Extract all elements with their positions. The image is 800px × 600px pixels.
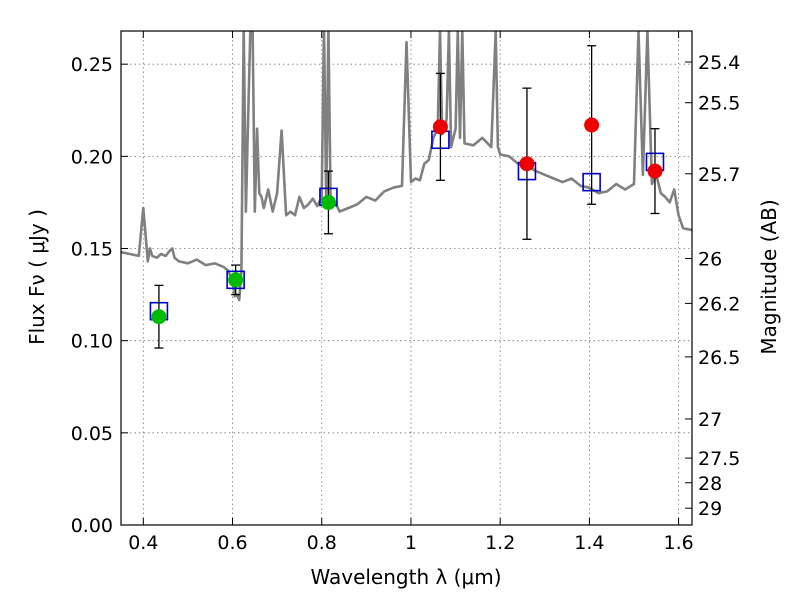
x-tick-label: 0.8	[307, 532, 337, 554]
x-axis: 0.4 0.6 0.8 1 1.2 1.4 1.6	[128, 31, 694, 554]
x-tick-label: 1.2	[485, 532, 515, 554]
observed-point-green	[228, 272, 244, 288]
y-tick-label: 0.10	[71, 331, 113, 353]
y2-tick-label: 26.5	[698, 347, 740, 369]
observed-point-red	[584, 117, 600, 133]
plot-area	[121, 31, 692, 349]
y-axis-label: Flux Fν ( μJy )	[25, 209, 49, 345]
y2-tick-label: 25.7	[698, 164, 740, 186]
x-tick-label: 1.6	[664, 532, 694, 554]
y2-tick-label: 26	[698, 249, 722, 271]
y2-tick-label: 28	[698, 473, 722, 495]
x-tick-label: 1.4	[574, 532, 604, 554]
y-axis: 0.00 0.05 0.10 0.15 0.20 0.25	[71, 54, 128, 537]
x-axis-label: Wavelength λ (μm)	[310, 565, 501, 589]
plot-frame	[120, 30, 693, 526]
x-tick-label: 0.6	[217, 532, 247, 554]
y2-tick-label: 25.5	[698, 93, 740, 115]
y2-tick-label: 26.2	[698, 293, 740, 315]
y2-tick-label: 27	[698, 409, 722, 431]
y-tick-label: 0.25	[71, 54, 113, 76]
observed-point-green	[320, 194, 336, 210]
grid-lines	[121, 31, 692, 526]
y-tick-label: 0.00	[71, 515, 113, 537]
plot-content	[121, 31, 692, 349]
y-tick-label: 0.15	[71, 239, 113, 261]
x-tick-label: 1	[405, 532, 417, 554]
y2-tick-label: 29	[698, 498, 722, 520]
y-tick-label: 0.05	[71, 423, 113, 445]
y2-axis: 25.4 25.5 25.7 26 26.2 26.5 27 27.5 28 29	[685, 52, 740, 520]
y-tick-label: 0.20	[71, 146, 113, 168]
x-tick-label: 0.4	[128, 532, 158, 554]
observed-point-red	[432, 119, 448, 135]
y2-tick-label: 27.5	[698, 448, 740, 470]
model-spectrum-line	[121, 31, 692, 302]
y2-axis-label: Magnitude (AB)	[757, 199, 781, 354]
y2-tick-label: 25.4	[698, 52, 740, 74]
observed-point-red	[647, 163, 663, 179]
observed-point-red	[519, 156, 535, 172]
observed-point-green	[151, 309, 167, 325]
